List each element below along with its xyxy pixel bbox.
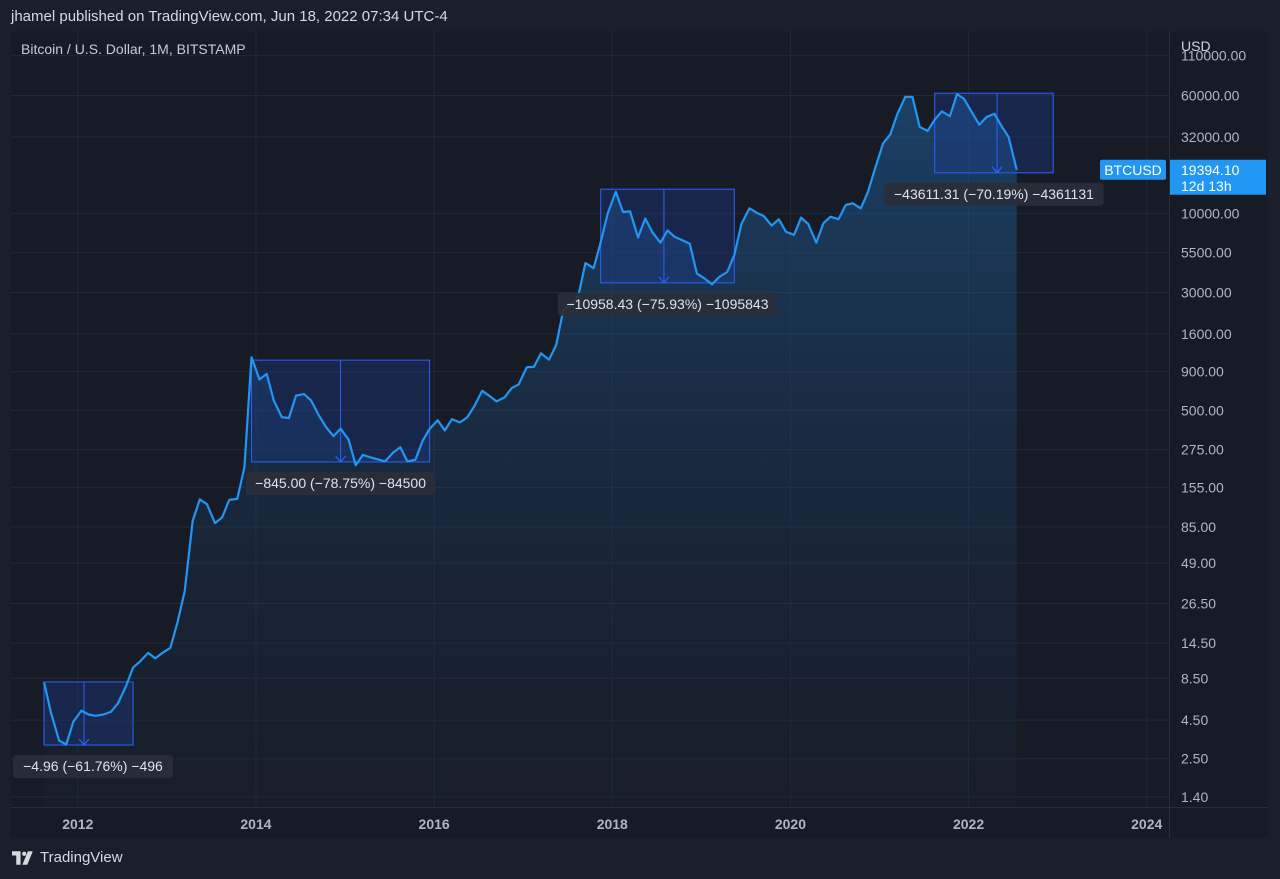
drawdown-labels: −4.96 (−61.76%) −496 −845.00 (−78.75%) −8… xyxy=(13,182,1104,779)
drawdown-label-bg xyxy=(13,755,173,779)
y-tick-label: 155.00 xyxy=(1181,479,1224,495)
drawdown-boxes xyxy=(43,92,1054,746)
drawdown-label: −845.00 (−78.75%) −84500 xyxy=(255,475,426,491)
x-tick-label: 2024 xyxy=(1131,816,1162,832)
y-tick-label: 1.40 xyxy=(1181,789,1208,805)
drawdown-arrow-icon xyxy=(658,276,670,284)
y-tick-label: 60000.00 xyxy=(1181,87,1240,103)
x-tick-label: 2020 xyxy=(775,816,806,832)
y-tick-label: 1600.00 xyxy=(1181,326,1232,342)
y-tick-label: 4.50 xyxy=(1181,712,1208,728)
drawdown-arrow-icon xyxy=(335,455,347,463)
y-tick-label: 275.00 xyxy=(1181,442,1224,458)
bar-countdown-label: 12d 13h xyxy=(1181,178,1232,194)
y-axis-labels: 110000.00 60000.00 32000.00 10000.00 5500.00… xyxy=(1181,38,1246,805)
x-tick-label: 2014 xyxy=(240,816,271,832)
drawdown-box[interactable] xyxy=(934,92,1054,174)
y-tick-label: 110000.00 xyxy=(1181,48,1246,64)
symbol-tag-label: BTCUSD xyxy=(1104,162,1162,178)
symbol-title[interactable]: Bitcoin / U.S. Dollar, 1M, BITSTAMP xyxy=(21,41,246,57)
drawdown-arrow-icon xyxy=(78,738,90,746)
y-tick-label: 5500.00 xyxy=(1181,245,1232,261)
tradingview-logo-icon xyxy=(12,850,33,865)
x-tick-label: 2016 xyxy=(419,816,450,832)
y-tick-label: 500.00 xyxy=(1181,402,1224,418)
price-chart[interactable]: −4.96 (−61.76%) −496 −845.00 (−78.75%) −8… xyxy=(11,31,1268,838)
footer-brand-label: TradingView xyxy=(40,849,123,866)
y-tick-label: 85.00 xyxy=(1181,519,1216,535)
y-tick-label: 900.00 xyxy=(1181,364,1224,380)
price-line[interactable] xyxy=(42,93,1018,746)
price-area-fill xyxy=(44,94,1017,808)
x-tick-label: 2022 xyxy=(953,816,984,832)
currency-label: USD xyxy=(1181,38,1211,54)
chart-panel[interactable]: −4.96 (−61.76%) −496 −845.00 (−78.75%) −8… xyxy=(11,31,1268,838)
last-price-tag[interactable] xyxy=(1170,159,1266,195)
x-tick-label: 2012 xyxy=(62,816,93,832)
y-tick-label: 26.50 xyxy=(1181,595,1216,611)
drawdown-label: −10958.43 (−75.93%) −1095843 xyxy=(566,296,768,312)
last-price-label: 19394.10 xyxy=(1181,162,1240,178)
x-axis-labels: 2012 2014 2016 2018 2020 2022 2024 xyxy=(62,816,1162,832)
y-tick-label: 49.00 xyxy=(1181,555,1216,571)
drawdown-label: −43611.31 (−70.19%) −4361131 xyxy=(894,186,1094,202)
drawdown-label-bg xyxy=(884,182,1104,206)
x-tick-label: 2018 xyxy=(597,816,628,832)
drawdown-label-bg xyxy=(245,471,436,495)
drawdown-label-bg xyxy=(557,292,778,316)
y-tick-label: 10000.00 xyxy=(1181,205,1240,221)
y-tick-label: 32000.00 xyxy=(1181,129,1240,145)
drawdown-label: −4.96 (−61.76%) −496 xyxy=(23,758,163,774)
y-tick-label: 3000.00 xyxy=(1181,284,1232,300)
drawdown-box[interactable] xyxy=(600,188,735,284)
publisher-info: jhamel published on TradingView.com, Jun… xyxy=(11,8,448,25)
footer-brand[interactable]: TradingView xyxy=(12,849,123,866)
y-tick-label: 14.50 xyxy=(1181,635,1216,651)
drawdown-arrow-icon xyxy=(991,166,1003,174)
symbol-tag[interactable] xyxy=(1100,159,1166,180)
y-tick-label: 8.50 xyxy=(1181,670,1208,686)
y-tick-label: 2.50 xyxy=(1181,751,1208,767)
